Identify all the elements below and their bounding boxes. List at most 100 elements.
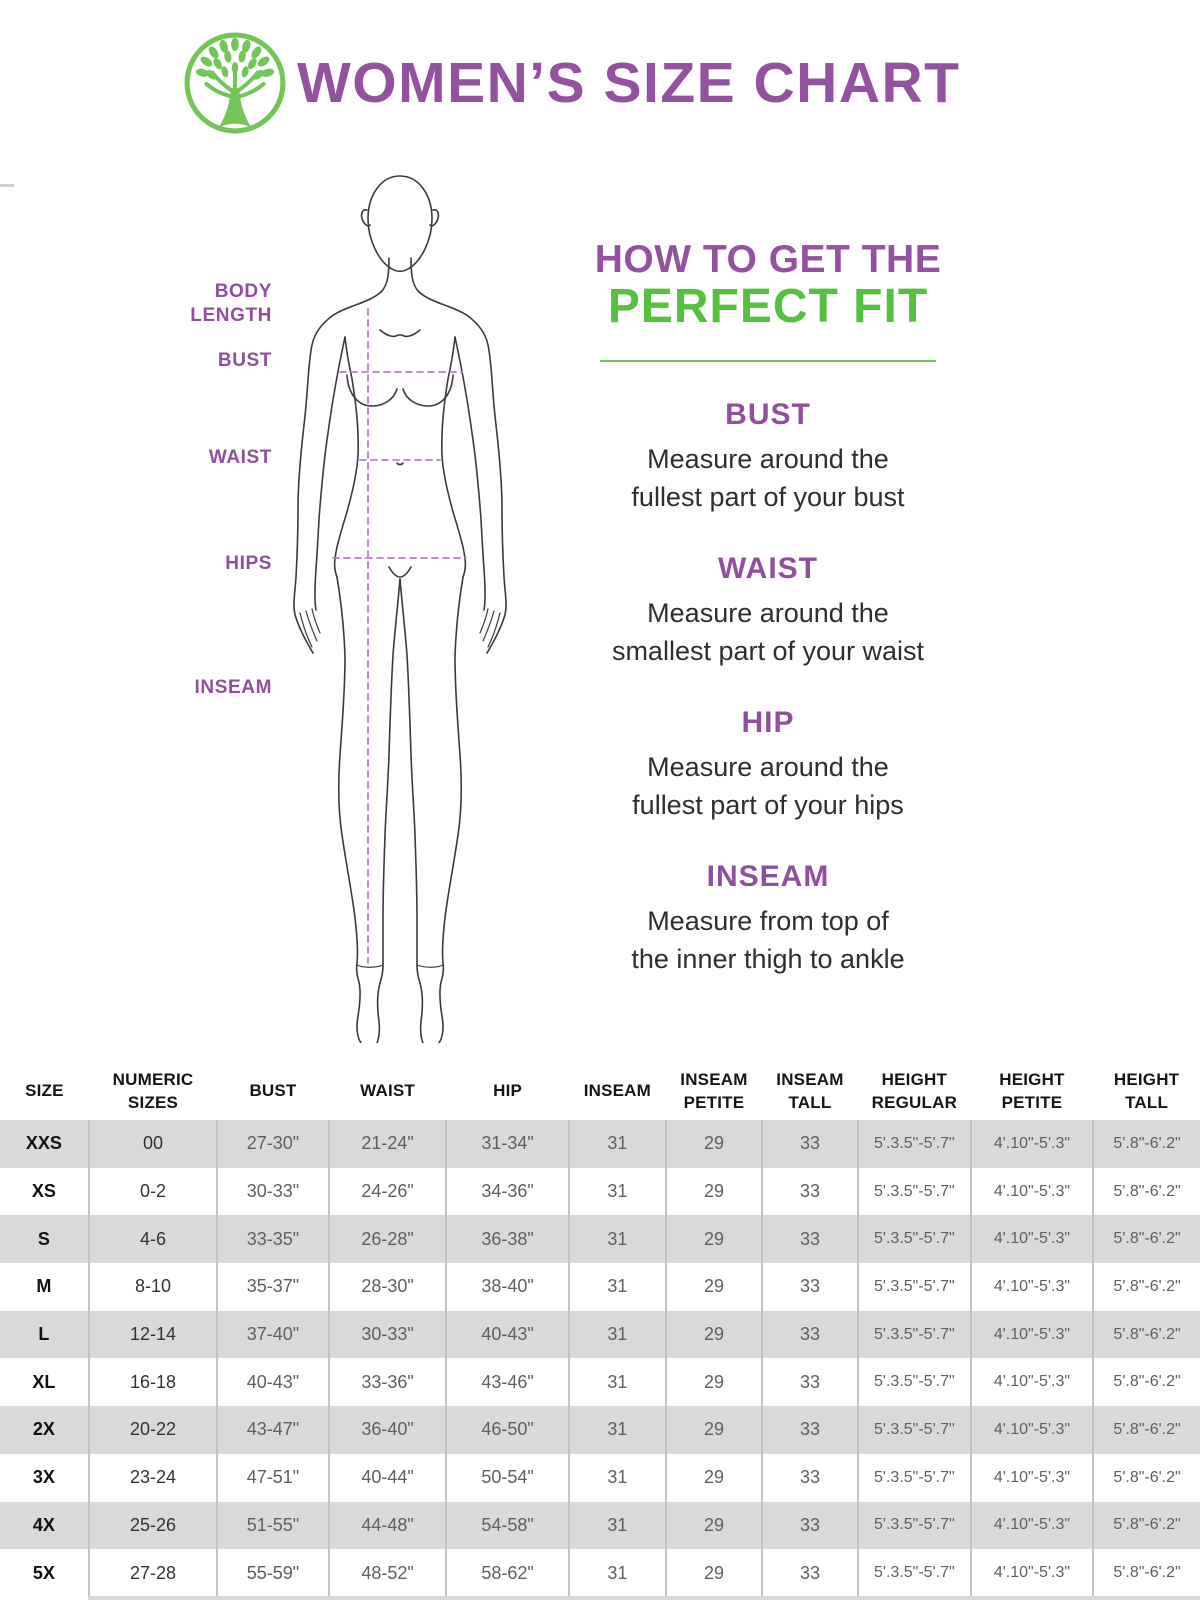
value-cell: 16-18 bbox=[87, 1358, 218, 1407]
table-row: XL 16-18 40-43" 33-36" 43-46" 31 29 33 5'.3.5"-5… bbox=[0, 1358, 1200, 1407]
size-table-body: XXS 00 27-30" 21-24" 31-34" 31 29 33 5'.3.5"-5'.… bbox=[0, 1120, 1200, 1597]
value-cell: 33-36" bbox=[327, 1358, 447, 1407]
size-table: SIZE NUMERIC SIZES BUST WAIST HIP INSEAM… bbox=[0, 1063, 1200, 1597]
guide-section-hip: HIP Measure around the fullest part of y… bbox=[568, 706, 968, 824]
value-cell: 55-59" bbox=[216, 1549, 329, 1597]
value-cell: 33 bbox=[760, 1120, 858, 1168]
size-cell: XXS bbox=[25, 1133, 62, 1154]
value-cell: 29 bbox=[664, 1501, 762, 1550]
value-cell: 29 bbox=[664, 1167, 762, 1216]
value-cell: 51-55" bbox=[216, 1501, 329, 1550]
value-cell: 29 bbox=[664, 1549, 762, 1597]
col-header-inseam-petite: INSEAM PETITE bbox=[665, 1063, 762, 1120]
value-cell: 8-10 bbox=[87, 1263, 218, 1311]
col-header-height-tall: HEIGHT TALL bbox=[1093, 1063, 1200, 1120]
label-body-length: BODY LENGTH bbox=[190, 281, 272, 326]
value-cell: 5'.3.5"-5'.7" bbox=[856, 1167, 971, 1216]
value-cell: 29 bbox=[664, 1215, 762, 1264]
table-row: 5X 27-28 55-59" 48-52" 58-62" 31 29 33 5'.3.5"-5… bbox=[0, 1549, 1200, 1597]
value-cell: 4'.10"-5'.3" bbox=[969, 1310, 1094, 1359]
guide-section-text: fullest part of your bust bbox=[631, 482, 905, 513]
table-row: S 4-6 33-35" 26-28" 36-38" 31 29 33 5'.3.5"-5'.7… bbox=[0, 1215, 1200, 1264]
value-cell: 29 bbox=[664, 1406, 762, 1454]
table-row: XXS 00 27-30" 21-24" 31-34" 31 29 33 5'.3.5"-5'.… bbox=[0, 1120, 1200, 1168]
value-cell: 29 bbox=[664, 1358, 762, 1407]
guide-title-line2: PERFECT FIT bbox=[607, 279, 929, 333]
value-cell: 50-54" bbox=[445, 1453, 569, 1502]
value-cell: 4'.10"-5'.3" bbox=[969, 1167, 1094, 1216]
guide-section-inseam: INSEAM Measure from top of the inner thi… bbox=[568, 860, 968, 978]
value-cell: 31 bbox=[567, 1310, 666, 1359]
value-cell: 36-40" bbox=[327, 1406, 447, 1454]
table-row: 4X 25-26 51-55" 44-48" 54-58" 31 29 33 5'.3.5"-5… bbox=[0, 1501, 1200, 1550]
value-cell: 43-47" bbox=[216, 1406, 329, 1454]
value-cell: 23-24 bbox=[87, 1453, 218, 1502]
size-cell: XL bbox=[32, 1371, 56, 1392]
value-cell: 40-43" bbox=[216, 1358, 329, 1407]
value-cell: 31 bbox=[567, 1215, 666, 1264]
value-cell: 31 bbox=[567, 1263, 666, 1311]
value-cell: 31 bbox=[567, 1358, 666, 1407]
value-cell: 33 bbox=[760, 1263, 858, 1311]
value-cell: 29 bbox=[664, 1310, 762, 1359]
value-cell: 54-58" bbox=[445, 1501, 569, 1550]
value-cell: 27-28 bbox=[87, 1549, 218, 1597]
col-header-size: SIZE bbox=[0, 1063, 89, 1120]
measurement-dashed-lines bbox=[332, 308, 467, 964]
col-header-bust: BUST bbox=[217, 1063, 329, 1120]
value-cell: 40-44" bbox=[327, 1453, 447, 1502]
value-cell: 33-35" bbox=[216, 1215, 329, 1264]
label-inseam: INSEAM bbox=[194, 677, 272, 698]
page-title: WOMEN’S SIZE CHART bbox=[297, 51, 961, 115]
value-cell: 5'.8"-6'.2" bbox=[1092, 1215, 1200, 1264]
guide-separator bbox=[600, 360, 936, 363]
guide-section-text: Measure around the bbox=[647, 752, 889, 783]
col-header-inseam-tall: INSEAM TALL bbox=[761, 1063, 858, 1120]
value-cell: 5'.3.5"-5'.7" bbox=[856, 1406, 971, 1454]
value-cell: 33 bbox=[760, 1453, 858, 1502]
value-cell: 30-33" bbox=[327, 1310, 447, 1359]
value-cell: 29 bbox=[664, 1263, 762, 1311]
label-hips: HIPS bbox=[225, 553, 272, 574]
body-figure-illustration bbox=[293, 175, 507, 1043]
value-cell: 4'.10"-5'.3" bbox=[969, 1120, 1094, 1168]
guide-title-line1: HOW TO GET THE bbox=[594, 238, 942, 281]
value-cell: 5'.3.5"-5'.7" bbox=[856, 1453, 971, 1502]
value-cell: 5'.3.5"-5'.7" bbox=[856, 1310, 971, 1359]
value-cell: 58-62" bbox=[445, 1549, 569, 1597]
col-header-inseam: INSEAM bbox=[568, 1063, 666, 1120]
value-cell: 44-48" bbox=[327, 1501, 447, 1550]
table-row: 3X 23-24 47-51" 40-44" 50-54" 31 29 33 5'.3.5"-5… bbox=[0, 1453, 1200, 1502]
size-cell: M bbox=[36, 1276, 52, 1297]
value-cell: 31 bbox=[567, 1501, 666, 1550]
value-cell: 37-40" bbox=[216, 1310, 329, 1359]
guide-section-text: fullest part of your hips bbox=[632, 790, 904, 821]
value-cell: 29 bbox=[664, 1120, 762, 1168]
guide-section-heading: WAIST bbox=[718, 552, 818, 586]
guide-section-text: the inner thigh to ankle bbox=[631, 944, 905, 975]
value-cell: 28-30" bbox=[327, 1263, 447, 1311]
value-cell: 33 bbox=[760, 1501, 858, 1550]
value-cell: 5'.8"-6'.2" bbox=[1092, 1358, 1200, 1407]
value-cell: 0-2 bbox=[87, 1167, 218, 1216]
value-cell: 4'.10"-5'.3" bbox=[969, 1406, 1094, 1454]
value-cell: 4-6 bbox=[87, 1215, 218, 1264]
value-cell: 33 bbox=[760, 1215, 858, 1264]
size-cell: 5X bbox=[32, 1562, 55, 1583]
edge-tick-decoration bbox=[0, 184, 14, 187]
value-cell: 5'.3.5"-5'.7" bbox=[856, 1120, 971, 1168]
guide-section-text: smallest part of your waist bbox=[611, 636, 925, 667]
value-cell: 5'.3.5"-5'.7" bbox=[856, 1501, 971, 1550]
value-cell: 4'.10"-5'.3" bbox=[969, 1453, 1094, 1502]
value-cell: 43-46" bbox=[445, 1358, 569, 1407]
value-cell: 20-22 bbox=[87, 1406, 218, 1454]
value-cell: 33 bbox=[760, 1549, 858, 1597]
guide-section-text: Measure around the bbox=[647, 598, 889, 629]
value-cell: 30-33" bbox=[216, 1167, 329, 1216]
value-cell: 31 bbox=[567, 1549, 666, 1597]
value-cell: 36-38" bbox=[445, 1215, 569, 1264]
table-row: 2X 20-22 43-47" 36-40" 46-50" 31 29 33 5'.3.5"-5… bbox=[0, 1406, 1200, 1454]
value-cell: 5'.8"-6'.2" bbox=[1092, 1501, 1200, 1550]
guide-section-heading: INSEAM bbox=[706, 860, 830, 894]
value-cell: 31-34" bbox=[445, 1120, 569, 1168]
